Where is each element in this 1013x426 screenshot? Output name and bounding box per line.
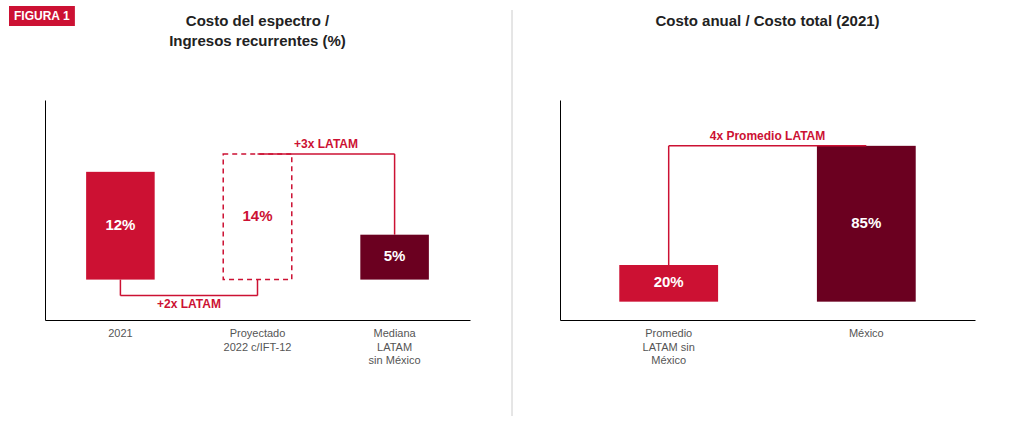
y-axis xyxy=(45,101,46,321)
x-axis: PromedioLATAM sinMéxicoMéxico xyxy=(561,320,976,366)
x-tick: Proyectado 2022 c/IFT-12 xyxy=(224,320,292,353)
y-axis xyxy=(560,101,561,321)
figure: FIGURA 1 Costo del espectro / Ingresos rec… xyxy=(0,0,1013,426)
x-tick-label: Proyectado 2022 c/IFT-12 xyxy=(224,327,292,353)
figure-label-box xyxy=(9,6,75,26)
bracket xyxy=(669,145,867,147)
data-label: 5% xyxy=(384,247,406,264)
annotation: +3x LATAM xyxy=(294,137,358,151)
x-tick-label: México xyxy=(849,327,884,339)
x-tick-label-line: LATAM xyxy=(377,341,412,353)
chart-title: Costo del espectro / Ingresos recurrentes… xyxy=(169,12,346,49)
bracket xyxy=(120,280,122,296)
data-label: 20% xyxy=(654,273,684,290)
x-tick-label: Promedio LATAM sinMéxico xyxy=(643,327,695,367)
bracket xyxy=(120,295,257,297)
bracket xyxy=(668,146,670,265)
divider xyxy=(512,10,513,416)
x-tick-label-line: 2022 c/IFT-12 xyxy=(224,341,292,353)
bar xyxy=(223,154,292,280)
bars xyxy=(619,146,915,302)
chart-panel: Costo del espectro / Ingresos recurrentes… xyxy=(46,12,471,366)
x-tick-label-line: México xyxy=(849,327,884,339)
annotation: +2x LATAM xyxy=(157,297,221,311)
chart-panel: Costo anual / Costo total (2021) Promedio… xyxy=(561,12,976,366)
x-axis-line xyxy=(561,320,976,321)
x-tick-label-line: Mediana xyxy=(373,327,416,339)
bracket xyxy=(257,280,259,296)
x-axis: 2021 Proyectado 2022 c/IFT-12 Mediana LATAMs… xyxy=(46,320,471,366)
bars xyxy=(86,154,429,280)
bracket xyxy=(258,153,395,155)
data-label: 14% xyxy=(242,207,272,224)
figure-label-group: FIGURA 1 xyxy=(9,6,75,26)
x-tick: Mediana LATAMsin México xyxy=(369,320,421,366)
data-labels: 12% 14% 5% xyxy=(105,207,405,264)
annotations: +3x LATAM +2x LATAM xyxy=(120,137,394,312)
chart-title-line: Costo del espectro / xyxy=(186,12,330,29)
annotations: 4x Promedio LATAM xyxy=(669,129,867,265)
x-tick-label: 2021 xyxy=(108,327,132,339)
annotation: 4x Promedio LATAM xyxy=(710,129,826,143)
x-tick-label-line: LATAM sin xyxy=(643,341,695,353)
x-tick-label-line: sin México xyxy=(369,354,421,366)
x-axis-line xyxy=(46,320,471,321)
x-tick-label-line: 2021 xyxy=(108,327,132,339)
bar xyxy=(86,172,155,280)
data-labels: 20% 85% xyxy=(654,214,882,291)
figure-label: FIGURA 1 xyxy=(14,9,70,23)
bar xyxy=(817,146,916,302)
x-tick-label-line: Proyectado xyxy=(230,327,286,339)
x-tick: 2021 xyxy=(108,320,132,339)
x-tick-label: Mediana LATAMsin México xyxy=(369,327,421,367)
bracket xyxy=(394,154,396,235)
x-tick: México xyxy=(849,320,884,339)
y-axis-line xyxy=(45,101,46,321)
chart-title-line: Costo anual / Costo total (2021) xyxy=(655,12,879,29)
chart-title: Costo anual / Costo total (2021) xyxy=(655,12,879,29)
bar xyxy=(360,235,429,280)
data-label: 12% xyxy=(105,216,135,233)
bar xyxy=(619,265,718,302)
chart-title-line: Ingresos recurrentes (%) xyxy=(169,32,346,49)
x-tick-label-line: México xyxy=(651,354,686,366)
x-tick-label-line: Promedio xyxy=(645,327,692,339)
x-tick: Promedio LATAM sinMéxico xyxy=(643,320,695,366)
y-axis-line xyxy=(560,101,561,321)
data-label: 85% xyxy=(851,214,881,231)
